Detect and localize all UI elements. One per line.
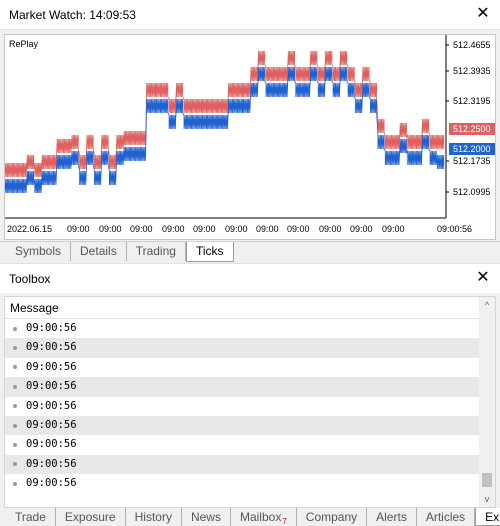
bid-price-badge-bg: [449, 143, 495, 155]
tab-mailbox[interactable]: Mailbox7: [231, 508, 297, 526]
info-dot-icon: [13, 326, 17, 331]
tab-exposure[interactable]: Exposure: [56, 508, 126, 526]
toolbox-title: Toolbox: [9, 271, 51, 286]
market-watch-header: Market Watch: 14:09:53 ✕: [0, 0, 500, 30]
time-tick-label: 09:00: [162, 224, 185, 234]
time-tick-label: 09:00: [287, 224, 310, 234]
tab-news[interactable]: News: [182, 508, 231, 526]
list-item[interactable]: 09:00:56: [5, 377, 481, 397]
time-tick-label: 09:00: [319, 224, 342, 234]
ask-price-badge-bg: [449, 123, 495, 135]
info-dot-icon: [13, 384, 17, 389]
price-tick-label: 512.1735: [453, 156, 491, 166]
time-axis: 2022.06.15 09:00 09:00 09:00 09:00 09:00 09:00…: [7, 224, 472, 234]
list-item[interactable]: 09:00:56: [5, 397, 481, 416]
log-message: 09:00:56: [26, 341, 77, 354]
time-tick-label: 09:00: [256, 224, 279, 234]
log-message: 09:00:56: [26, 322, 77, 334]
tab-experts[interactable]: Exper: [475, 508, 500, 526]
list-item[interactable]: 09:00:56: [5, 358, 481, 377]
info-dot-icon: [13, 404, 17, 409]
list-item[interactable]: 09:00:56: [5, 454, 481, 475]
mailbox-count-badge: 7: [282, 517, 287, 526]
tab-articles[interactable]: Articles: [417, 508, 476, 526]
vertical-scrollbar[interactable]: ^ v: [479, 297, 495, 507]
list-item[interactable]: 09:00:56: [5, 338, 481, 358]
log-message: 09:00:56: [26, 477, 77, 490]
time-tick-label: 09:00: [382, 224, 405, 234]
tick-chart-svg: RePlay 512.4655512.3935512.3195512.17355…: [5, 35, 495, 234]
tab-ticks[interactable]: Ticks: [185, 242, 234, 262]
tab-symbols[interactable]: Symbols: [6, 242, 72, 261]
time-tick-label: 09:00:56: [437, 224, 472, 234]
ask-series-line: [5, 50, 445, 178]
info-dot-icon: [13, 462, 17, 467]
price-tick-label: 512.3935: [453, 66, 491, 76]
column-header-message[interactable]: Message: [5, 297, 495, 319]
log-message: 09:00:56: [26, 360, 77, 373]
log-message: 09:00:56: [26, 399, 77, 412]
log-message: 09:00:56: [26, 457, 77, 470]
price-tick-label: 512.4655: [453, 40, 491, 50]
tab-history[interactable]: History: [126, 508, 182, 526]
close-icon[interactable]: ✕: [476, 269, 490, 286]
scrollbar-thumb[interactable]: [482, 473, 492, 487]
tick-chart[interactable]: RePlay 512.4655 512.3935 512.3195 512.1735 5…: [4, 34, 496, 240]
tab-alerts[interactable]: Alerts: [367, 508, 417, 526]
log-message: 09:00:56: [26, 438, 77, 451]
price-tick-label: 512.3195: [453, 96, 491, 106]
info-dot-icon: [13, 481, 17, 486]
plot-area: [5, 50, 445, 194]
market-watch-title: Market Watch: 14:09:53: [9, 7, 136, 22]
bid-series-line: [5, 66, 445, 194]
ask-price-badge: 512.2500: [453, 124, 491, 134]
tab-mailbox-label: Mailbox: [239, 510, 282, 524]
time-tick-label: 2022.06.15: [7, 224, 52, 234]
tab-trade[interactable]: Trade: [6, 508, 56, 526]
time-tick-label: 09:00: [67, 224, 90, 234]
time-tick-label: 09:00: [350, 224, 373, 234]
list-item[interactable]: 09:00:56: [5, 319, 481, 338]
time-tick-label: 09:00: [193, 224, 216, 234]
tab-company[interactable]: Company: [297, 508, 368, 526]
list-item[interactable]: 09:00:56: [5, 474, 481, 493]
info-dot-icon: [13, 443, 17, 448]
time-tick-label: 09:00: [225, 224, 248, 234]
time-tick-label: 09:00: [99, 224, 122, 234]
list-item[interactable]: 09:00:56: [5, 415, 481, 436]
info-dot-icon: [13, 346, 17, 351]
time-tick-label: 09:00: [130, 224, 153, 234]
chevron-up-icon[interactable]: ^: [484, 300, 490, 310]
log-message: 09:00:56: [26, 380, 77, 393]
price-tick-label: 512.0995: [453, 187, 491, 197]
market-watch-tabs: Symbols Details Trading Ticks: [0, 241, 500, 262]
bid-price-badge: 512.2000: [453, 144, 491, 154]
log-message: 09:00:56: [26, 418, 77, 431]
info-dot-icon: [13, 423, 17, 428]
close-icon[interactable]: ✕: [476, 5, 490, 22]
info-dot-icon: [13, 365, 17, 370]
chart-symbol-label: RePlay: [9, 39, 39, 49]
price-axis: 512.4655 512.3935 512.3195 512.1735 512.0995…: [446, 40, 495, 197]
list-item[interactable]: 09:00:56: [5, 435, 481, 454]
toolbox-tabs: Trade Exposure History News Mailbox7 Com…: [0, 508, 500, 526]
chevron-down-icon[interactable]: v: [484, 494, 490, 504]
tab-details[interactable]: Details: [71, 242, 127, 261]
tab-trading[interactable]: Trading: [127, 242, 186, 261]
journal-list: Message 09:00:56 09:00:56 09:00:56 09:00…: [4, 296, 496, 508]
toolbox-header: Toolbox ✕: [0, 263, 500, 293]
